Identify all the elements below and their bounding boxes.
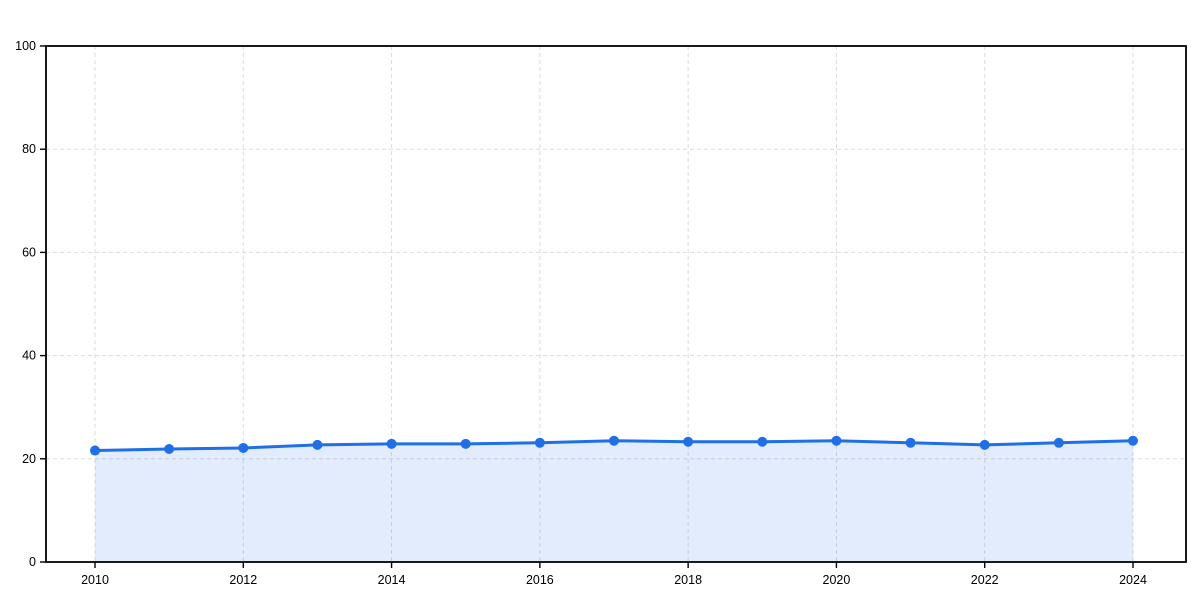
data-point-2011 (164, 443, 175, 454)
data-point-2018 (683, 436, 694, 447)
data-point-2010 (90, 445, 100, 456)
data-point-2019 (757, 436, 768, 447)
x-axis-tick-label: 2012 (229, 573, 257, 587)
data-point-2015 (460, 438, 471, 449)
data-point-2023 (1053, 437, 1064, 448)
x-axis-tick-label: 2010 (81, 573, 109, 587)
data-point-2024 (1128, 435, 1138, 446)
data-point-2022 (979, 439, 990, 450)
y-axis: 0 20 40 60 80 100 (15, 39, 46, 569)
y-axis-tick-label: 40 (22, 349, 36, 363)
plot-border (45, 45, 1187, 563)
data-point-2016 (534, 437, 545, 448)
x-axis-tick-label: 2024 (1119, 573, 1147, 587)
y-axis-tick-label: 100 (15, 39, 36, 53)
x-axis: 2010 2012 2014 2016 2018 2020 2022 2024 (81, 562, 1147, 587)
y-axis-tick-label: 0 (29, 555, 36, 569)
data-point-2017 (609, 435, 619, 446)
y-axis-tick-label: 60 (22, 245, 36, 259)
x-axis-tick-label: 2020 (823, 573, 851, 587)
data-point-2021 (905, 437, 916, 448)
data-point-2013 (312, 439, 323, 450)
data-points (90, 435, 1138, 456)
x-axis-tick-label: 2018 (674, 573, 702, 587)
x-axis-tick-label: 2016 (526, 573, 554, 587)
data-point-2020 (831, 435, 842, 446)
grid-lines (46, 46, 1186, 562)
x-axis-tick-label: 2022 (971, 573, 999, 587)
data-point-2014 (386, 438, 397, 449)
x-axis-tick-label: 2014 (378, 573, 406, 587)
y-axis-tick-label: 20 (22, 452, 36, 466)
data-point-2012 (238, 442, 249, 453)
area-fill (95, 440, 1133, 562)
y-axis-tick-label: 80 (22, 142, 36, 156)
